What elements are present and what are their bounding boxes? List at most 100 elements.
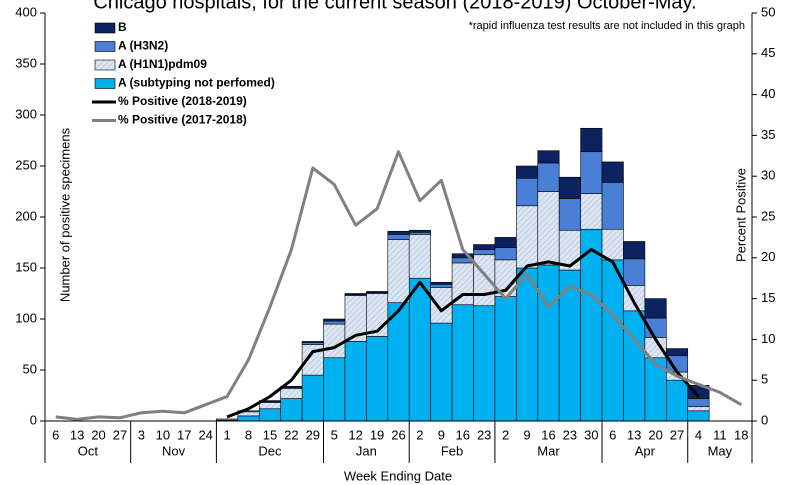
bar-segment xyxy=(451,304,474,422)
bar-segment xyxy=(666,379,689,422)
group-label: Oct xyxy=(78,443,99,458)
bar-segment xyxy=(494,247,517,261)
bar-segment xyxy=(516,267,539,422)
y2-tick-label: 40 xyxy=(761,86,775,101)
line-series xyxy=(55,150,743,421)
x-tick-label: 18 xyxy=(734,427,748,442)
x-tick-label: 5 xyxy=(331,427,338,442)
y-tick-label: 250 xyxy=(15,157,37,172)
bar-segment xyxy=(408,277,431,422)
group-label: Mar xyxy=(537,443,560,458)
x-tick-label: 2 xyxy=(416,427,423,442)
x-tick-label: 23 xyxy=(477,427,491,442)
x-tick-label: 8 xyxy=(245,427,252,442)
bar-segment xyxy=(494,296,517,422)
y-axis-label: Number of positive specimens xyxy=(57,127,72,302)
bar-segment xyxy=(558,176,581,199)
bar-segment xyxy=(323,318,346,322)
bar-segment xyxy=(387,230,410,235)
y2-tick-label: 5 xyxy=(761,372,768,387)
bar-segment xyxy=(473,254,496,307)
bar-segment xyxy=(580,193,603,230)
bar-segment xyxy=(323,320,346,325)
x-tick-label: 16 xyxy=(541,427,555,442)
x-tick-label: 22 xyxy=(284,427,298,442)
x-tick-label: 11 xyxy=(713,427,727,442)
x-tick-label: 12 xyxy=(348,427,362,442)
group-label: May xyxy=(708,443,733,458)
x-tick-label: 13 xyxy=(627,427,641,442)
x-tick-label: 29 xyxy=(306,427,320,442)
bar-segment xyxy=(516,165,539,179)
bar-segment xyxy=(623,310,646,422)
bar-segment xyxy=(301,342,324,345)
x-tick-label: 26 xyxy=(391,427,405,442)
y2-tick-label: 0 xyxy=(761,412,768,427)
legend-swatch xyxy=(94,59,116,71)
x-tick-label: 23 xyxy=(563,427,577,442)
bar-segment xyxy=(408,232,431,235)
annotation: *rapid influenza test results are not in… xyxy=(469,20,745,32)
y2-axis-label: Percent Positive xyxy=(733,168,748,262)
bar-segment xyxy=(280,388,303,399)
group-label: Apr xyxy=(635,443,656,458)
bar-segment xyxy=(387,302,410,422)
x-tick-label: 9 xyxy=(523,427,530,442)
bar-segment xyxy=(323,323,346,359)
x-tick-label: 10 xyxy=(156,427,170,442)
bar-segment xyxy=(301,341,324,343)
group-label: Nov xyxy=(162,443,186,458)
legend-swatch xyxy=(94,78,116,89)
x-tick-label: 20 xyxy=(91,427,105,442)
bar-segment xyxy=(494,237,517,248)
x-tick-label: 6 xyxy=(609,427,616,442)
bar-segment xyxy=(516,177,539,207)
bar-segment xyxy=(366,336,389,422)
x-tick-label: 20 xyxy=(648,427,662,442)
bar-segment xyxy=(666,348,689,357)
y2-tick-label: 45 xyxy=(761,45,775,60)
bar-segment xyxy=(323,357,346,422)
bar-segment xyxy=(601,161,624,183)
legend-swatch xyxy=(94,41,116,52)
bar-segment xyxy=(237,415,260,422)
y-tick-label: 400 xyxy=(15,4,37,19)
bar-segment xyxy=(687,410,710,422)
x-tick-label: 15 xyxy=(263,427,277,442)
bar-segment xyxy=(644,298,667,319)
x-tick-label: 27 xyxy=(113,427,127,442)
bar-segment xyxy=(280,398,303,422)
x-tick-label: 6 xyxy=(52,427,59,442)
bar-segment xyxy=(430,281,453,285)
y-tick-label: 350 xyxy=(15,55,37,70)
y2-tick-label: 50 xyxy=(761,4,775,19)
bar-segment xyxy=(430,284,453,288)
legend-label: B xyxy=(118,20,127,34)
y-tick-label: 0 xyxy=(30,412,37,427)
bar-segment xyxy=(301,374,324,422)
bar-segment xyxy=(258,408,281,422)
bar-segment xyxy=(623,258,646,286)
x-tick-label: 16 xyxy=(456,427,470,442)
y2-tick-label: 10 xyxy=(761,331,775,346)
y-tick-label: 50 xyxy=(23,361,37,376)
chart-title: Chicago hospitals, for the current seaso… xyxy=(93,0,696,13)
bar-segment xyxy=(601,259,624,422)
group-label: Feb xyxy=(441,443,463,458)
bar-segment xyxy=(558,198,581,231)
bar-segment xyxy=(537,191,560,266)
bar-segment xyxy=(344,341,367,422)
x-axis-label: Week Ending Date xyxy=(344,468,452,483)
bar-segment xyxy=(451,253,474,259)
bar-segment xyxy=(408,234,431,279)
x-tick-label: 27 xyxy=(670,427,684,442)
y2-tick-label: 25 xyxy=(761,208,775,223)
x-tick-label: 4 xyxy=(695,427,702,442)
bar-segment xyxy=(473,249,496,256)
bar-segment xyxy=(687,398,710,408)
bar-segment xyxy=(430,322,453,422)
legend-label: % Positive (2018-2019) xyxy=(118,94,247,108)
bar-segment xyxy=(473,244,496,250)
x-tick-label: 13 xyxy=(70,427,84,442)
